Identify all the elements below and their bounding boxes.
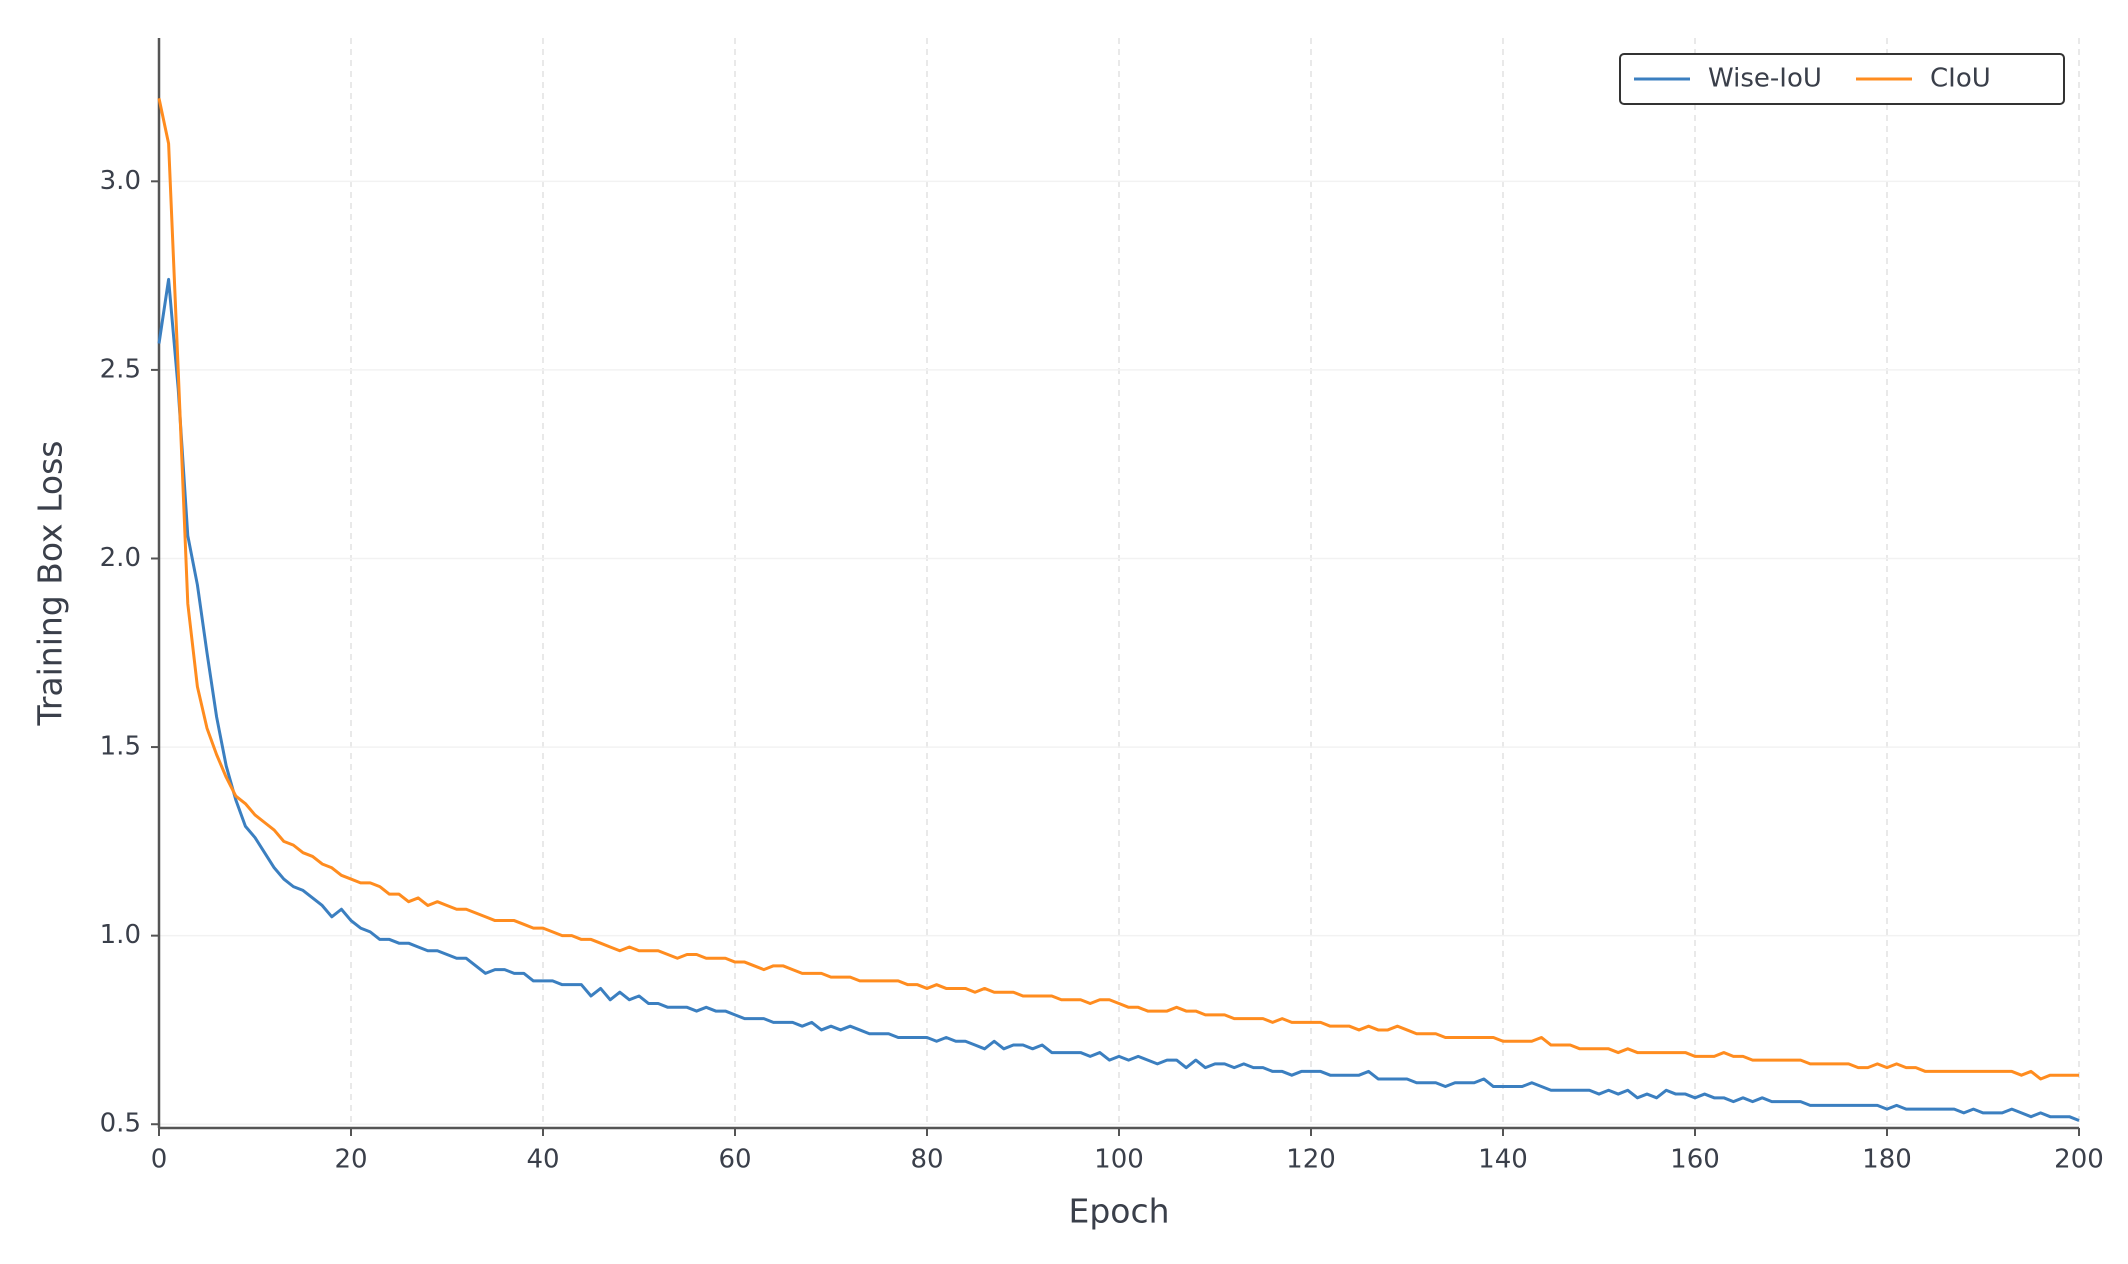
- series-line: [157, 98, 2079, 1081]
- x-tick-label: 180: [1862, 1145, 1912, 1175]
- y-tick-label: 3.0: [100, 166, 141, 196]
- y-tick-label: 1.0: [100, 920, 141, 950]
- y-tick-label: 2.5: [100, 354, 141, 384]
- legend-label: Wise-IoU: [1708, 64, 1822, 94]
- x-tick-label: 0: [151, 1145, 168, 1175]
- x-tick-label: 80: [910, 1145, 943, 1175]
- x-tick-label: 120: [1286, 1145, 1336, 1175]
- x-tick-label: 140: [1478, 1145, 1528, 1175]
- series-line: [157, 277, 2080, 1122]
- x-tick-label: 20: [334, 1145, 367, 1175]
- y-axis-label: Training Box Loss: [31, 441, 70, 727]
- y-tick-label: 0.5: [100, 1109, 141, 1139]
- y-tick-label: 2.0: [100, 543, 141, 573]
- x-tick-label: 100: [1094, 1145, 1144, 1175]
- legend-label: CIoU: [1930, 64, 1991, 94]
- legend-box: [1619, 53, 2065, 105]
- x-tick-label: 60: [718, 1145, 751, 1175]
- x-tick-label: 200: [2054, 1145, 2104, 1175]
- y-tick-label: 1.5: [100, 732, 141, 762]
- x-tick-label: 160: [1670, 1145, 1720, 1175]
- x-tick-label: 40: [526, 1145, 559, 1175]
- x-axis-label: Epoch: [1068, 1192, 1169, 1231]
